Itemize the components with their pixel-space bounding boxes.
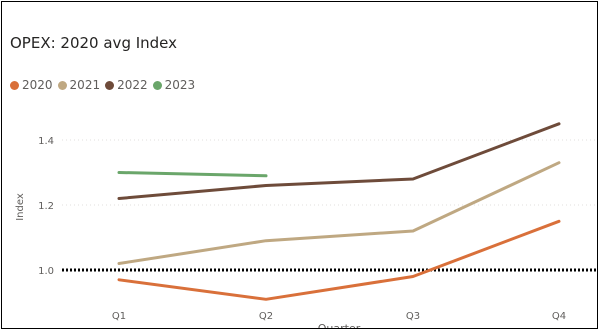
gridlines [62,139,596,206]
y-tick-label: 1.4 [38,136,54,147]
x-axis-title: Quarter [318,322,361,328]
chart-title: OPEX: 2020 avg Index [10,34,178,52]
legend-item-2021[interactable]: 2021 [57,78,101,92]
legend-label-2021: 2021 [69,78,101,92]
legend-swatch-2022 [105,80,115,90]
legend-swatch-2020 [10,80,19,90]
x-tick-label: Q3 [406,311,420,322]
legend-item-2023[interactable]: 2023 [152,78,196,92]
x-tick-label: Q1 [112,311,126,322]
series-line-2021 [117,161,561,265]
legend-label-2020: 2020 [22,78,53,92]
series-lines [117,122,561,301]
legend-label-2023: 2023 [164,78,196,92]
series-line-2020 [117,219,561,301]
legend-item-2022[interactable]: 2022 [105,78,148,92]
x-tick-label: Q2 [259,311,273,322]
y-tick-label: 1.0 [38,266,54,277]
x-tick-label: Q4 [552,311,566,322]
legend-label-2022: 2022 [117,78,148,92]
axes: 1.0 1.2 1.4 Q1 Q2 Q3 Q4 Quarter Index [15,136,566,328]
y-tick-label: 1.2 [38,201,54,212]
series-line-2022 [117,122,561,200]
legend-item-2020[interactable]: 2020 [10,78,53,92]
y-axis-title: Index [15,193,26,221]
legend: 2020 2021 2022 2023 [10,78,200,92]
legend-swatch-2021 [57,80,67,90]
legend-swatch-2023 [152,80,162,90]
series-line-2023 [117,171,268,178]
